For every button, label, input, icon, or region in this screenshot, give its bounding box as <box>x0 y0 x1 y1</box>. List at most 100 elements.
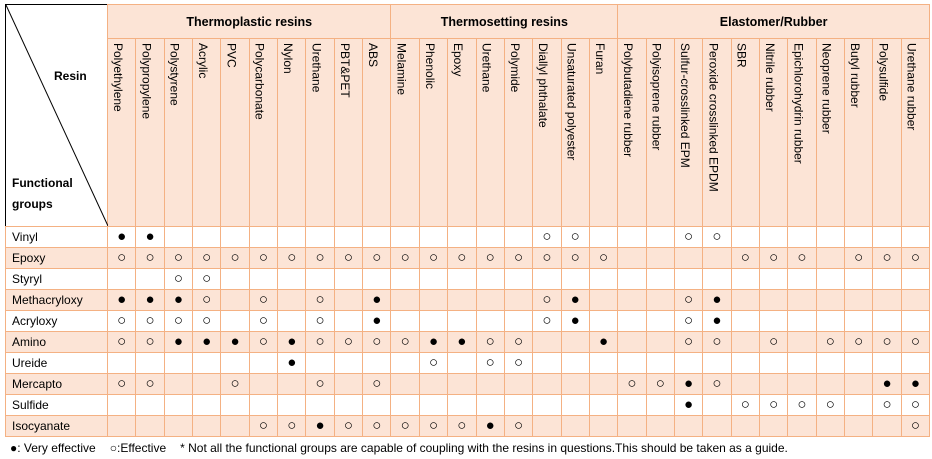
table-cell <box>872 415 902 437</box>
table-cell <box>135 268 165 290</box>
column-label: Polybutadiene rubber <box>621 43 636 158</box>
table-cell: ○ <box>220 247 250 269</box>
table-cell <box>248 352 279 374</box>
diagonal <box>6 5 108 226</box>
table-cell: ● <box>163 331 194 353</box>
table-cell: ○ <box>900 394 931 416</box>
table-cell <box>277 310 307 332</box>
table-cell <box>588 289 619 311</box>
table-cell <box>390 268 420 290</box>
table-cell: ○ <box>532 310 562 332</box>
table-cell: ○ <box>730 394 760 416</box>
table-cell: ● <box>106 226 137 248</box>
table-cell <box>163 352 194 374</box>
table-cell: ○ <box>248 331 279 353</box>
table-cell: ○ <box>163 310 194 332</box>
table-cell: ○ <box>192 310 222 332</box>
table-cell <box>702 268 732 290</box>
table-cell <box>702 352 732 374</box>
column-header: Polysulfide <box>872 38 902 227</box>
table-cell <box>730 226 760 248</box>
column-header: Unsaturated polyester <box>560 38 590 227</box>
table-cell <box>135 415 165 437</box>
table-cell <box>730 310 760 332</box>
column-header: Neoprene rubber <box>815 38 845 227</box>
table-row: Acryloxy ○ ○ ○ ○ ○ ○ ● ○ ● ○ ● <box>5 310 931 332</box>
table-cell <box>815 247 845 269</box>
table-cell <box>475 373 505 395</box>
table-cell <box>843 352 874 374</box>
table-cell <box>447 226 477 248</box>
table-row: Amino ○ ○ ● ● ● ○ ● ○ ○ ○ ○ ● ● ○ ○ ● ○ ○ ○ ○ ○ ○ ○ <box>5 331 931 353</box>
table-cell <box>900 226 931 248</box>
table-cell <box>815 352 845 374</box>
column-label: Acrylic <box>196 43 211 79</box>
table-cell <box>758 226 789 248</box>
column-label: Polypropylene <box>139 43 154 120</box>
column-header: Polybutadiene rubber <box>617 38 647 227</box>
column-label: Urethane rubber <box>904 43 919 131</box>
table-row: Methacryloxy ● ● ● ○ ○ ○ ● ○ ● ○ ● <box>5 289 931 311</box>
table-cell <box>843 394 874 416</box>
column-label: Urethane <box>479 43 494 93</box>
table-cell: ○ <box>900 415 931 437</box>
table-cell <box>532 373 562 395</box>
table-cell <box>277 373 307 395</box>
table-cell <box>163 226 194 248</box>
table-cell: ○ <box>758 247 789 269</box>
column-label: Sulfur-crosslinked EPM <box>677 43 692 168</box>
table-cell <box>362 394 392 416</box>
row-label: Styryl <box>5 268 108 290</box>
table-cell: ● <box>702 289 732 311</box>
footer-note: ○:Effective <box>109 441 167 455</box>
table-cell <box>645 289 675 311</box>
table-cell <box>220 415 250 437</box>
table-cell <box>787 289 817 311</box>
table-cell: ○ <box>475 352 505 374</box>
table-cell <box>645 247 675 269</box>
table-cell <box>503 373 534 395</box>
table-cell <box>106 394 137 416</box>
table-cell <box>333 352 364 374</box>
column-label: Peroxide crosslinked EPDM <box>706 43 721 192</box>
column-header: Butyl rubber <box>843 38 874 227</box>
table-row: Styryl ○ ○ <box>5 268 931 290</box>
column-label: ABS <box>366 43 381 68</box>
table-cell <box>702 394 732 416</box>
table-cell: ○ <box>248 310 279 332</box>
table-cell: ○ <box>135 373 165 395</box>
table-cell <box>560 415 590 437</box>
column-label: PBT&PET <box>337 43 352 98</box>
table-cell <box>503 268 534 290</box>
table-cell: ○ <box>872 394 902 416</box>
table-cell <box>900 268 931 290</box>
table-cell: ○ <box>277 247 307 269</box>
table-cell <box>645 352 675 374</box>
table-cell: ○ <box>135 310 165 332</box>
table-cell <box>645 394 675 416</box>
table-cell <box>333 289 364 311</box>
table-cell: ○ <box>362 331 392 353</box>
table-cell <box>248 268 279 290</box>
table-cell <box>588 268 619 290</box>
table-cell <box>418 289 449 311</box>
column-label: Polymide <box>507 43 522 93</box>
table-cell: ● <box>163 289 194 311</box>
table-cell <box>163 415 194 437</box>
resin-label: Resin <box>54 69 87 83</box>
table-cell: ○ <box>106 310 137 332</box>
column-header: Sulfur-crosslinked EPM <box>673 38 704 227</box>
table-cell <box>588 415 619 437</box>
table-cell <box>333 310 364 332</box>
table-cell <box>447 352 477 374</box>
table-cell <box>815 415 845 437</box>
table-cell <box>645 226 675 248</box>
table-cell <box>730 352 760 374</box>
group-header: Thermoplastic resins <box>106 4 392 39</box>
table-cell: ○ <box>787 247 817 269</box>
table-cell: ○ <box>532 289 562 311</box>
table-cell <box>787 373 817 395</box>
column-label: Nylon <box>281 43 296 74</box>
table-cell: ○ <box>362 373 392 395</box>
column-header: Polypropylene <box>135 38 165 227</box>
